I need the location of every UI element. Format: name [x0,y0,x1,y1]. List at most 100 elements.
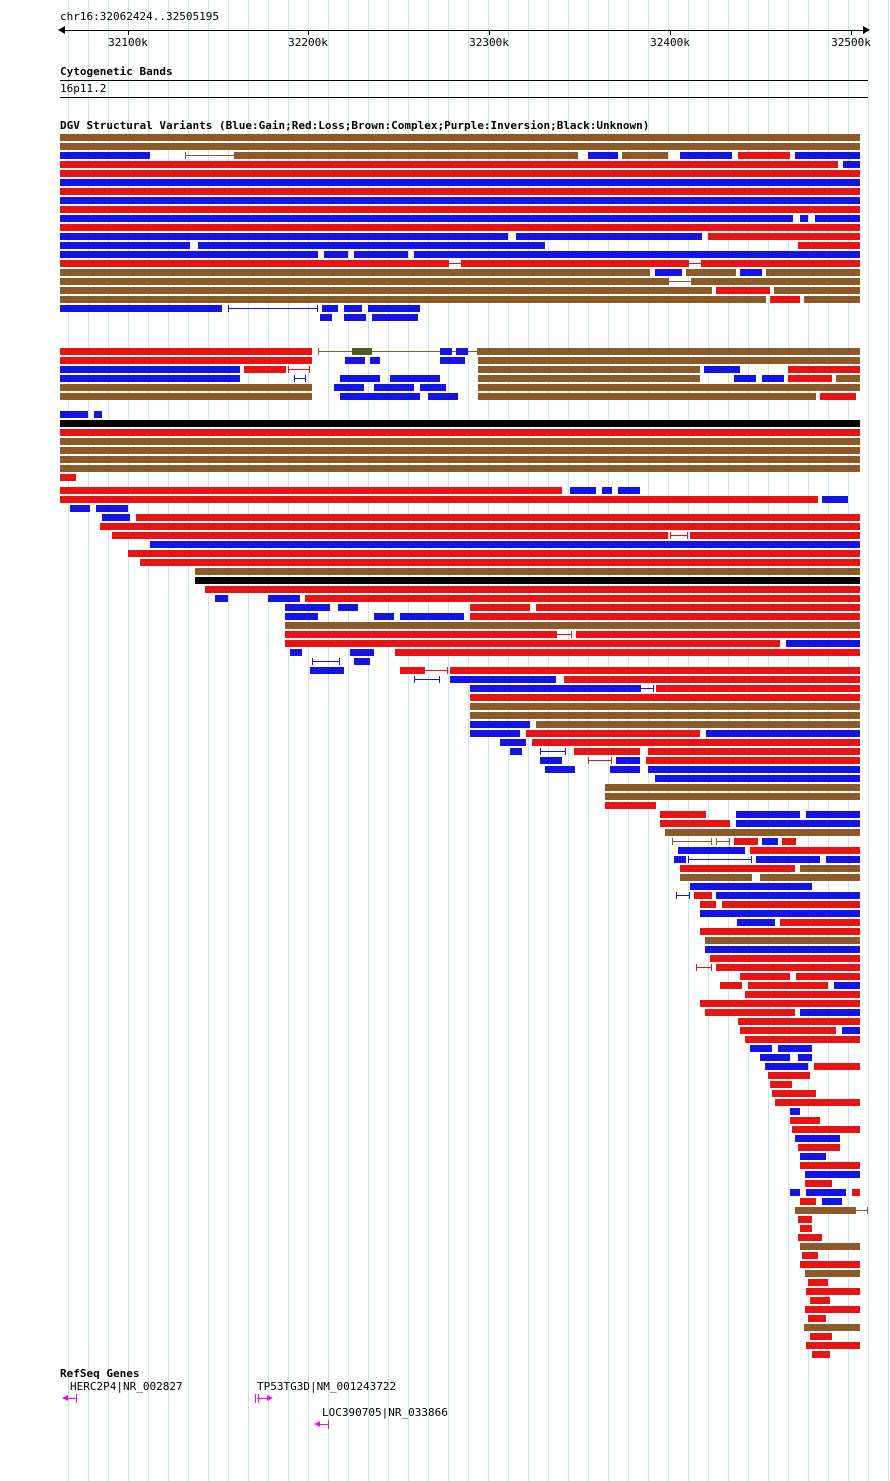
variant-segment[interactable] [702,260,860,267]
variant-connector-end[interactable] [588,757,589,764]
variant-segment[interactable] [470,703,860,710]
variant-segment[interactable] [60,438,860,445]
variant-segment[interactable] [510,748,522,755]
variant-segment[interactable] [686,269,736,276]
variant-segment[interactable] [60,251,318,258]
variant-segment[interactable] [760,1054,790,1061]
variant-connector-end[interactable] [185,152,186,159]
variant-segment[interactable] [60,179,860,186]
variant-segment[interactable] [622,152,668,159]
variant-segment[interactable] [370,357,380,364]
variant-connector[interactable] [676,895,690,896]
gene-label[interactable]: TP53TG3D|NM_001243722 [257,1380,397,1393]
variant-segment[interactable] [738,1018,860,1025]
variant-segment[interactable] [60,487,562,494]
variant-segment[interactable] [800,1009,860,1016]
variant-segment[interactable] [400,613,464,620]
variant-segment[interactable] [660,811,706,818]
variant-segment[interactable] [795,1135,840,1142]
variant-segment[interactable] [790,1108,800,1115]
variant-connector-end[interactable] [716,838,717,845]
variant-segment[interactable] [720,982,742,989]
variant-connector-end[interactable] [309,366,310,373]
variant-segment[interactable] [450,676,556,683]
variant-segment[interactable] [806,1342,860,1349]
variant-segment[interactable] [60,496,818,503]
variant-segment[interactable] [470,604,530,611]
variant-connector[interactable] [556,634,572,635]
variant-connector[interactable] [448,263,462,264]
variant-segment[interactable] [60,305,222,312]
variant-segment[interactable] [470,721,530,728]
variant-segment[interactable] [570,487,596,494]
variant-segment[interactable] [602,487,612,494]
variant-connector-end[interactable] [339,658,340,665]
variant-segment[interactable] [60,278,668,285]
variant-segment[interactable] [800,1225,812,1232]
variant-connector[interactable] [670,535,688,536]
variant-segment[interactable] [800,1162,860,1169]
variant-segment[interactable] [750,1045,772,1052]
variant-connector[interactable] [716,841,730,842]
variant-segment[interactable] [128,550,860,557]
variant-connector-end[interactable] [228,305,229,312]
variant-connector-end[interactable] [448,260,449,267]
variant-segment[interactable] [736,820,860,827]
variant-segment[interactable] [574,748,640,755]
variant-segment[interactable] [690,532,860,539]
variant-segment[interactable] [350,649,374,656]
variant-segment[interactable] [762,375,784,382]
variant-segment[interactable] [478,357,860,364]
variant-connector-end[interactable] [461,260,462,267]
variant-segment[interactable] [60,420,860,427]
variant-segment[interactable] [708,233,860,240]
variant-segment[interactable] [808,1315,826,1322]
gene-strand-glyph[interactable] [314,1420,332,1429]
variant-segment[interactable] [790,1189,800,1196]
variant-connector[interactable] [588,760,612,761]
variant-segment[interactable] [60,384,312,391]
variant-segment[interactable] [60,206,860,213]
variant-segment[interactable] [815,215,860,222]
variant-segment[interactable] [605,793,860,800]
variant-segment[interactable] [802,1252,818,1259]
variant-segment[interactable] [705,946,860,953]
gene-label[interactable]: HERC2P4|NR_002827 [70,1380,183,1393]
variant-segment[interactable] [834,982,860,989]
variant-segment[interactable] [766,269,860,276]
variant-segment[interactable] [822,496,848,503]
variant-connector[interactable] [318,351,478,352]
variant-segment[interactable] [836,375,860,382]
variant-connector[interactable] [668,281,692,282]
variant-segment[interactable] [808,1279,828,1286]
variant-segment[interactable] [440,357,465,364]
variant-segment[interactable] [800,1153,826,1160]
variant-segment[interactable] [320,314,332,321]
variant-segment[interactable] [372,314,418,321]
variant-connector-end[interactable] [701,260,702,267]
variant-segment[interactable] [285,604,330,611]
variant-segment[interactable] [800,1198,816,1205]
variant-segment[interactable] [500,739,526,746]
variant-segment[interactable] [804,1324,860,1331]
variant-segment[interactable] [310,667,344,674]
variant-connector-end[interactable] [729,838,730,845]
variant-segment[interactable] [428,393,458,400]
variant-segment[interactable] [656,685,860,692]
variant-segment[interactable] [738,152,790,159]
variant-segment[interactable] [374,384,414,391]
variant-segment[interactable] [345,357,365,364]
variant-segment[interactable] [526,730,700,737]
variant-connector[interactable] [294,378,306,379]
variant-segment[interactable] [796,973,860,980]
variant-connector-end[interactable] [540,748,541,755]
variant-segment[interactable] [665,829,860,836]
variant-connector-end[interactable] [688,856,689,863]
variant-segment[interactable] [795,152,860,159]
variant-segment[interactable] [305,595,860,602]
variant-connector-end[interactable] [672,838,673,845]
variant-segment[interactable] [285,613,318,620]
variant-segment[interactable] [354,658,370,665]
variant-segment[interactable] [762,838,778,845]
variant-segment[interactable] [812,1351,830,1358]
